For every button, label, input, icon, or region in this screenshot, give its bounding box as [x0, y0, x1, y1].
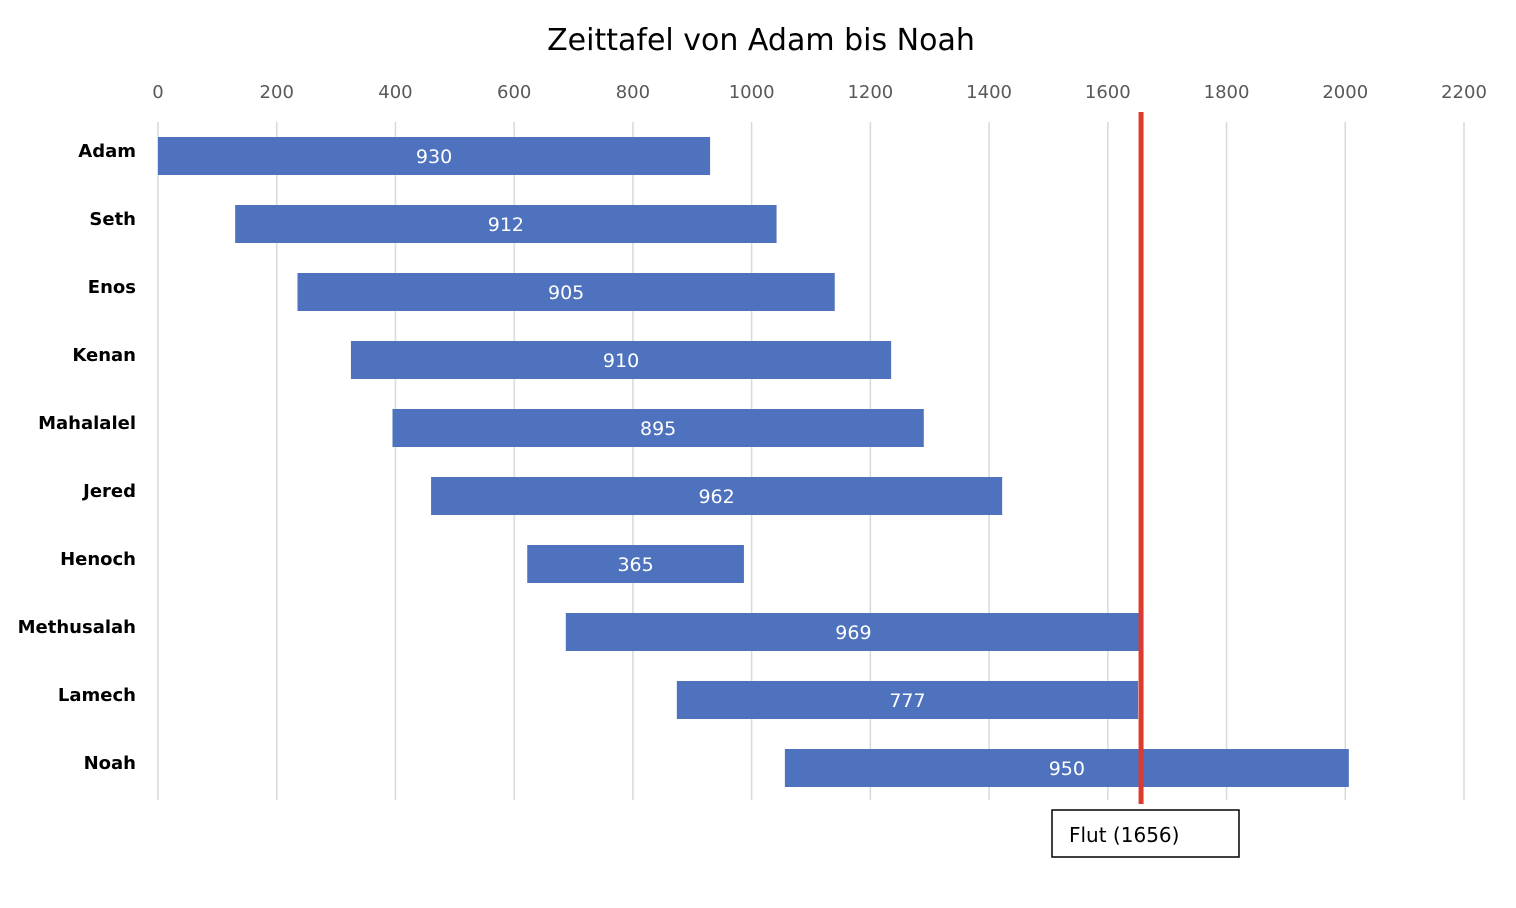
category-label: Mahalalel — [38, 413, 136, 434]
x-tick-label: 1200 — [847, 82, 893, 103]
bar-methusalah — [565, 613, 1142, 651]
category-label: Enos — [88, 277, 136, 298]
bar-henoch — [527, 545, 744, 583]
data-label: 895 — [640, 418, 676, 440]
x-tick-label: 600 — [497, 82, 531, 103]
flood-marker-box — [1051, 809, 1240, 858]
x-tick-label: 2200 — [1441, 82, 1487, 103]
data-label: 910 — [603, 350, 639, 372]
x-tick-label: 1800 — [1204, 82, 1250, 103]
x-tick-label: 1600 — [1085, 82, 1131, 103]
bar-mahalalel — [392, 409, 924, 447]
x-tick-label: 0 — [152, 82, 163, 103]
bar-noah — [784, 749, 1349, 787]
bar-adam — [158, 137, 711, 175]
data-label: 962 — [698, 486, 734, 508]
x-tick-label: 800 — [616, 82, 650, 103]
x-tick-label: 200 — [260, 82, 294, 103]
category-label: Lamech — [58, 685, 136, 706]
category-label: Adam — [78, 141, 136, 162]
x-tick-label: 1400 — [966, 82, 1012, 103]
category-labels: Adam Seth Enos Kenan Mahalalel Jered Henoch Met… — [18, 141, 136, 774]
data-label: 912 — [488, 214, 524, 236]
x-tick-label: 400 — [378, 82, 412, 103]
category-label: Noah — [84, 753, 136, 774]
data-label: 950 — [1049, 758, 1085, 780]
data-label: 905 — [548, 282, 584, 304]
chart-title: Zeittafel von Adam bis Noah — [547, 23, 975, 58]
bar-enos — [297, 273, 835, 311]
x-tick-label: 1000 — [729, 82, 775, 103]
flood-marker: Flut (1656) — [1051, 112, 1240, 858]
data-label: 930 — [416, 146, 452, 168]
category-label: Jered — [81, 481, 136, 502]
data-label: 365 — [617, 554, 653, 576]
bar-kenan — [350, 341, 892, 379]
bar-seth — [235, 205, 777, 243]
x-axis-ticks: 0 200 400 600 800 1000 1200 1400 1600 1800 2000 220… — [152, 82, 1487, 103]
category-label: Seth — [89, 209, 136, 230]
data-label: 777 — [889, 690, 925, 712]
flood-marker-label: Flut (1656) — [1069, 823, 1179, 847]
data-label: 969 — [835, 622, 871, 644]
bar-jered — [431, 477, 1003, 515]
category-label: Henoch — [60, 549, 136, 570]
category-label: Methusalah — [18, 617, 136, 638]
bar-lamech — [676, 681, 1139, 719]
x-tick-label: 2000 — [1322, 82, 1368, 103]
category-label: Kenan — [72, 345, 136, 366]
bars: 930 912 905 910 895 962 365 969 777 950 — [158, 137, 1349, 787]
